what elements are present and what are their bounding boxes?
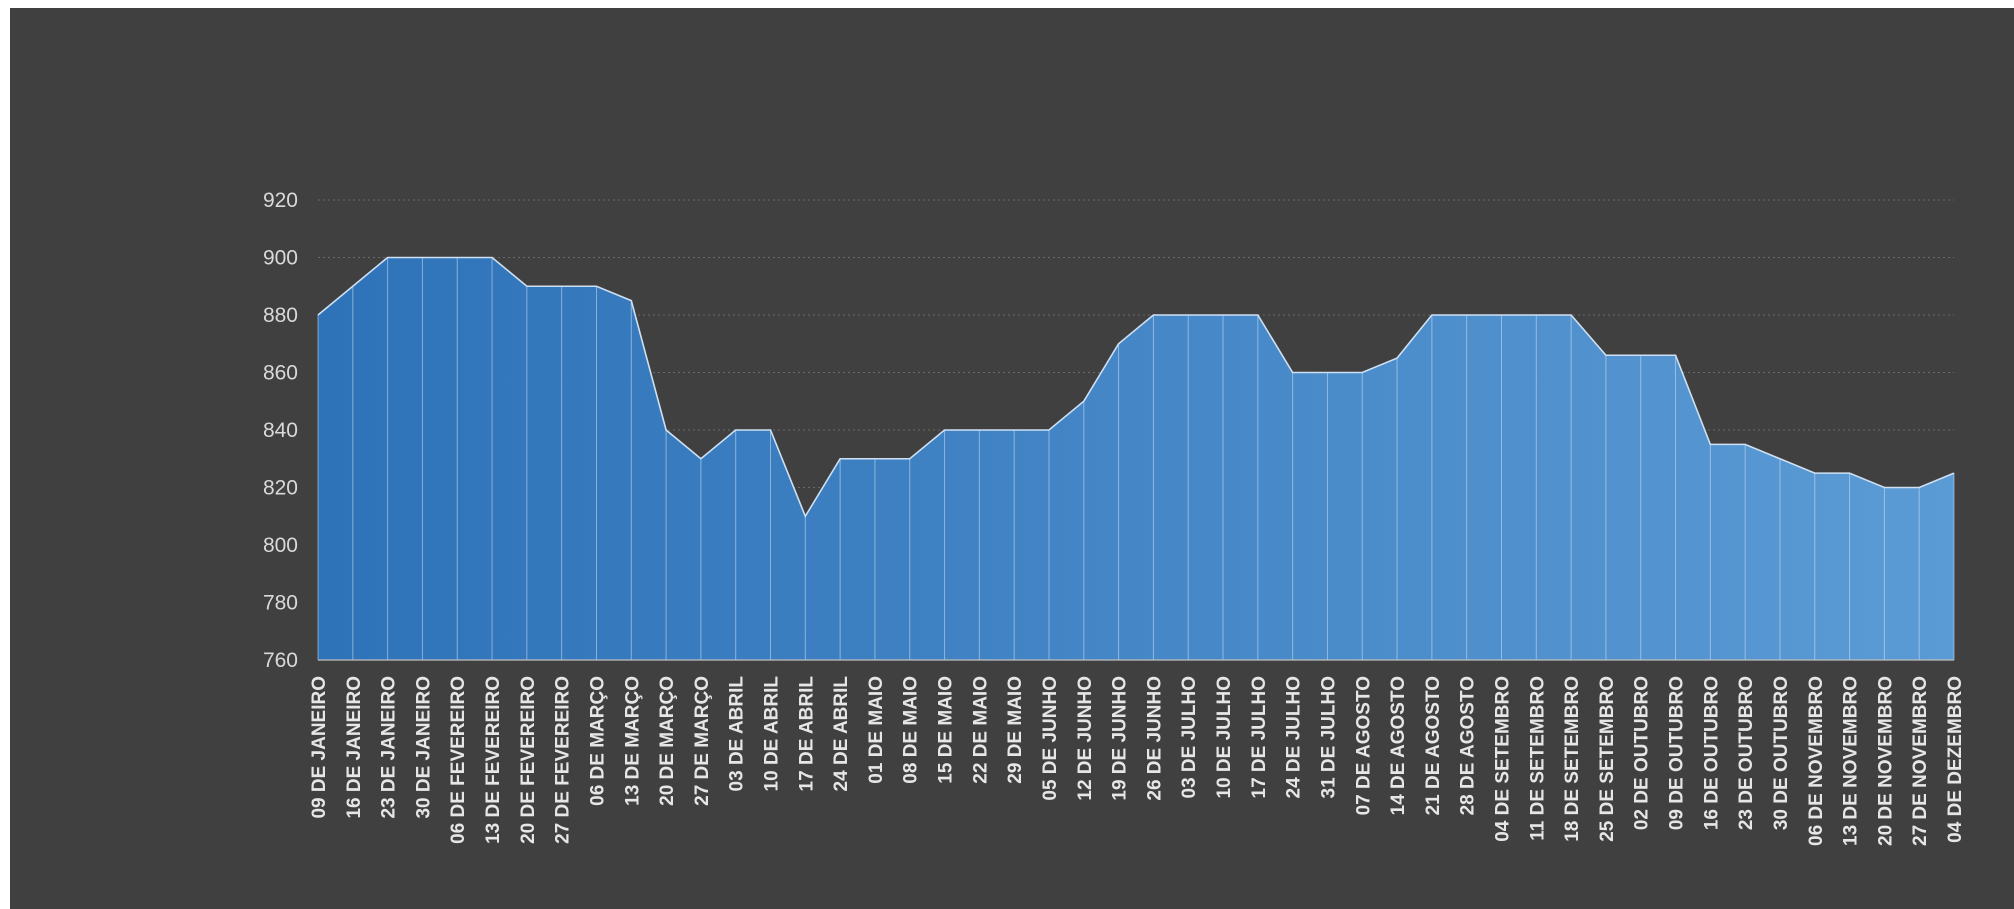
x-tick-label: 16 DE JANEIRO (344, 676, 365, 819)
area-chart: 760 780 800 820 840 860 880 900 920 09 DE JANEIR… (263, 189, 1966, 846)
y-tick-label: 860 (263, 362, 298, 385)
x-tick-label: 23 DE JANEIRO (379, 676, 400, 819)
y-tick-label: 780 (263, 592, 298, 615)
x-tick-label: 30 DE OUTUBRO (1771, 676, 1792, 830)
x-tick-label: 05 DE JUNHO (1040, 676, 1061, 801)
x-tick-label: 17 DE ABRIL (796, 676, 817, 792)
x-tick-label: 18 DE SETEMBRO (1562, 676, 1583, 842)
y-tick-label: 820 (263, 477, 298, 500)
x-tick-label: 24 DE ABRIL (831, 676, 852, 792)
x-axis-ticks: 09 DE JANEIRO 16 DE JANEIRO 23 DE JANEIRO 3… (309, 676, 1966, 846)
x-tick-label: 10 DE ABRIL (762, 676, 783, 792)
x-tick-label: 30 DE JANEIRO (413, 676, 434, 819)
x-tick-label: 24 DE JULHO (1284, 676, 1305, 798)
y-tick-label: 760 (263, 649, 298, 672)
x-tick-label: 27 DE MARÇO (692, 676, 713, 806)
x-tick-label: 17 DE JULHO (1249, 676, 1270, 798)
area-series (317, 256, 1955, 661)
x-tick-label: 26 DE JUNHO (1144, 676, 1165, 801)
x-tick-label: 16 DE OUTUBRO (1701, 676, 1722, 830)
x-tick-label: 06 DE MARÇO (587, 676, 608, 806)
x-tick-label: 13 DE MARÇO (622, 676, 643, 806)
y-axis-ticks: 760 780 800 820 840 860 880 900 920 (263, 189, 298, 672)
x-tick-label: 20 DE NOVEMBRO (1875, 676, 1896, 846)
x-tick-label: 03 DE JULHO (1179, 676, 1200, 798)
x-tick-label: 27 DE NOVEMBRO (1910, 676, 1931, 846)
x-tick-label: 11 DE SETEMBRO (1527, 676, 1548, 841)
x-tick-label: 09 DE OUTUBRO (1667, 676, 1688, 830)
x-tick-label: 31 DE JULHO (1318, 676, 1339, 798)
x-tick-label: 14 DE AGOSTO (1388, 676, 1409, 815)
x-tick-label: 22 DE MAIO (970, 676, 991, 784)
x-tick-label: 08 DE MAIO (901, 676, 922, 784)
x-tick-label: 04 DE DEZEMBRO (1945, 676, 1966, 843)
x-tick-label: 02 DE OUTUBRO (1632, 676, 1653, 830)
chart-panel: 760 780 800 820 840 860 880 900 920 09 DE JANEIR… (10, 8, 2014, 909)
y-tick-label: 920 (263, 189, 298, 212)
area-fill (318, 257, 1954, 660)
y-tick-label: 800 (263, 534, 298, 557)
area-outline (317, 256, 1955, 519)
x-tick-label: 04 DE SETEMBRO (1492, 676, 1513, 842)
x-tick-label: 06 DE NOVEMBRO (1806, 676, 1827, 846)
x-tick-label: 07 DE AGOSTO (1353, 676, 1374, 815)
y-tick-label: 880 (263, 304, 298, 327)
x-tick-label: 03 DE ABRIL (727, 676, 748, 792)
x-tick-label: 19 DE JUNHO (1110, 676, 1131, 801)
x-tick-label: 10 DE JULHO (1214, 676, 1235, 798)
x-tick-label: 23 DE OUTUBRO (1736, 676, 1757, 830)
x-tick-label: 12 DE JUNHO (1075, 676, 1096, 801)
x-tick-label: 25 DE SETEMBRO (1597, 676, 1618, 842)
x-tick-label: 13 DE NOVEMBRO (1841, 676, 1862, 846)
x-tick-label: 20 DE FEVEREIRO (518, 676, 539, 844)
x-tick-label: 06 DE FEVEREIRO (448, 676, 469, 844)
x-tick-label: 13 DE FEVEREIRO (483, 676, 504, 844)
x-tick-label: 15 DE MAIO (936, 676, 957, 784)
x-tick-label: 20 DE MARÇO (657, 676, 678, 806)
x-tick-label: 28 DE AGOSTO (1458, 676, 1479, 815)
x-tick-label: 01 DE MAIO (866, 676, 887, 784)
x-tick-label: 29 DE MAIO (1005, 676, 1026, 784)
x-tick-label: 09 DE JANEIRO (309, 676, 330, 819)
x-tick-label: 27 DE FEVEREIRO (553, 676, 574, 844)
y-tick-label: 840 (263, 419, 298, 442)
x-tick-label: 21 DE AGOSTO (1423, 676, 1444, 815)
y-tick-label: 900 (263, 247, 298, 270)
